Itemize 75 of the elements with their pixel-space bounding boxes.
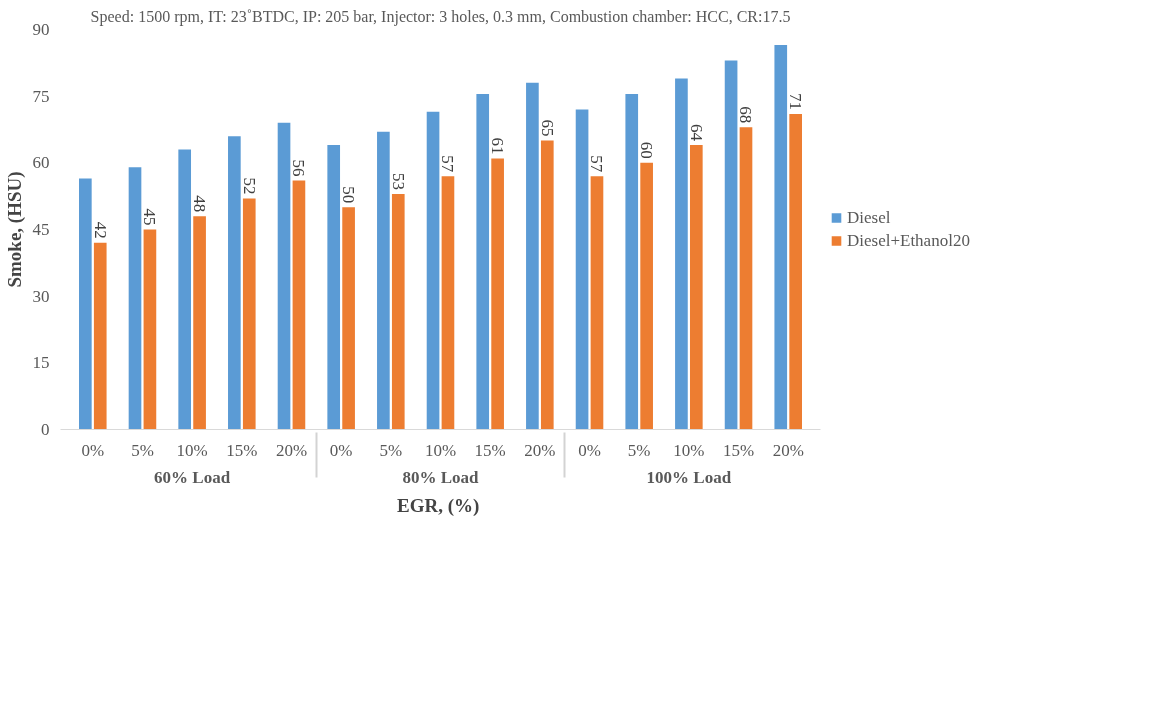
data-label: 65 [537,119,557,137]
bar [327,145,341,430]
data-label: 48 [190,195,210,213]
y-tick-label: 0 [41,420,50,439]
y-tick-label: 90 [32,20,50,39]
legend-label: Diesel+Ethanol20 [847,230,970,251]
bar [724,60,738,430]
data-label: 64 [686,124,706,142]
bar [739,127,753,430]
x-tick-label: 0% [81,440,105,460]
bar [79,178,92,430]
text: 60% Load [154,467,231,487]
bar [377,131,390,430]
x-tick-label: 15% [722,440,755,460]
bar [476,93,490,430]
bar [228,136,241,430]
x-tick-label: 15% [474,440,506,460]
x-tick-label: 20% [772,440,804,460]
bar [640,162,653,430]
bar [675,78,688,430]
y-tick-label: 15 [32,353,50,373]
bar [774,45,788,430]
bar [540,140,554,430]
y-tick-label: 60 [32,153,50,173]
bar [789,113,802,430]
data-label: 60 [637,141,657,159]
data-label: 42 [90,221,110,239]
data-label: 56 [289,159,309,177]
x-tick-label: 0% [578,440,601,460]
y-axis-title: Smoke, (HSU) [3,171,26,288]
bar [128,167,142,430]
x-axis-title: EGR, (%) [396,494,480,517]
x-tick-label: 20% [275,440,308,460]
bar [426,111,440,430]
x-tick-label: 5% [131,440,154,460]
x-tick-label: 10% [424,440,457,460]
y-tick-label: 75 [32,86,50,106]
data-label: 71 [786,92,806,110]
data-label: 50 [339,186,359,204]
data-label: 53 [388,172,408,190]
bar [242,198,256,430]
bar [143,229,157,430]
bar [441,176,455,430]
bar [292,180,306,430]
x-tick-label: 15% [226,440,258,460]
x-tick-label: 10% [176,440,208,460]
y-tick-label: 45 [32,220,50,239]
data-label: 52 [239,177,259,195]
x-tick-label: 20% [524,440,556,460]
x-tick-label: 5% [379,440,403,460]
data-label: 57 [587,155,607,173]
y-tick-label: 30 [32,286,50,306]
bar [689,145,703,430]
x-tick-label: 5% [627,440,651,460]
bar [178,149,192,430]
bar [590,176,604,430]
data-label: 57 [438,155,458,173]
bar [93,242,107,430]
legend-label: Diesel [847,207,891,228]
bar [391,193,405,430]
data-label: 68 [736,106,756,124]
chart-title: Speed: 1500 rpm, IT: 23˚BTDC, IP: 205 bar, Injector: 3 holes, 0.3 mm, Combustion chamber: HCC, CR:17.5 [90,7,791,26]
bar [526,82,539,430]
bar [342,207,355,430]
bar [491,158,504,430]
data-label: 45 [140,208,160,226]
text: 100% Load [646,467,732,487]
bar [193,216,206,430]
bar [625,93,639,430]
bar [277,122,291,430]
x-tick-label: 10% [673,440,705,460]
x-tick-label: 0% [329,440,353,460]
data-label: 61 [488,137,508,155]
text: 80% Load [402,467,480,487]
bar [575,109,589,430]
